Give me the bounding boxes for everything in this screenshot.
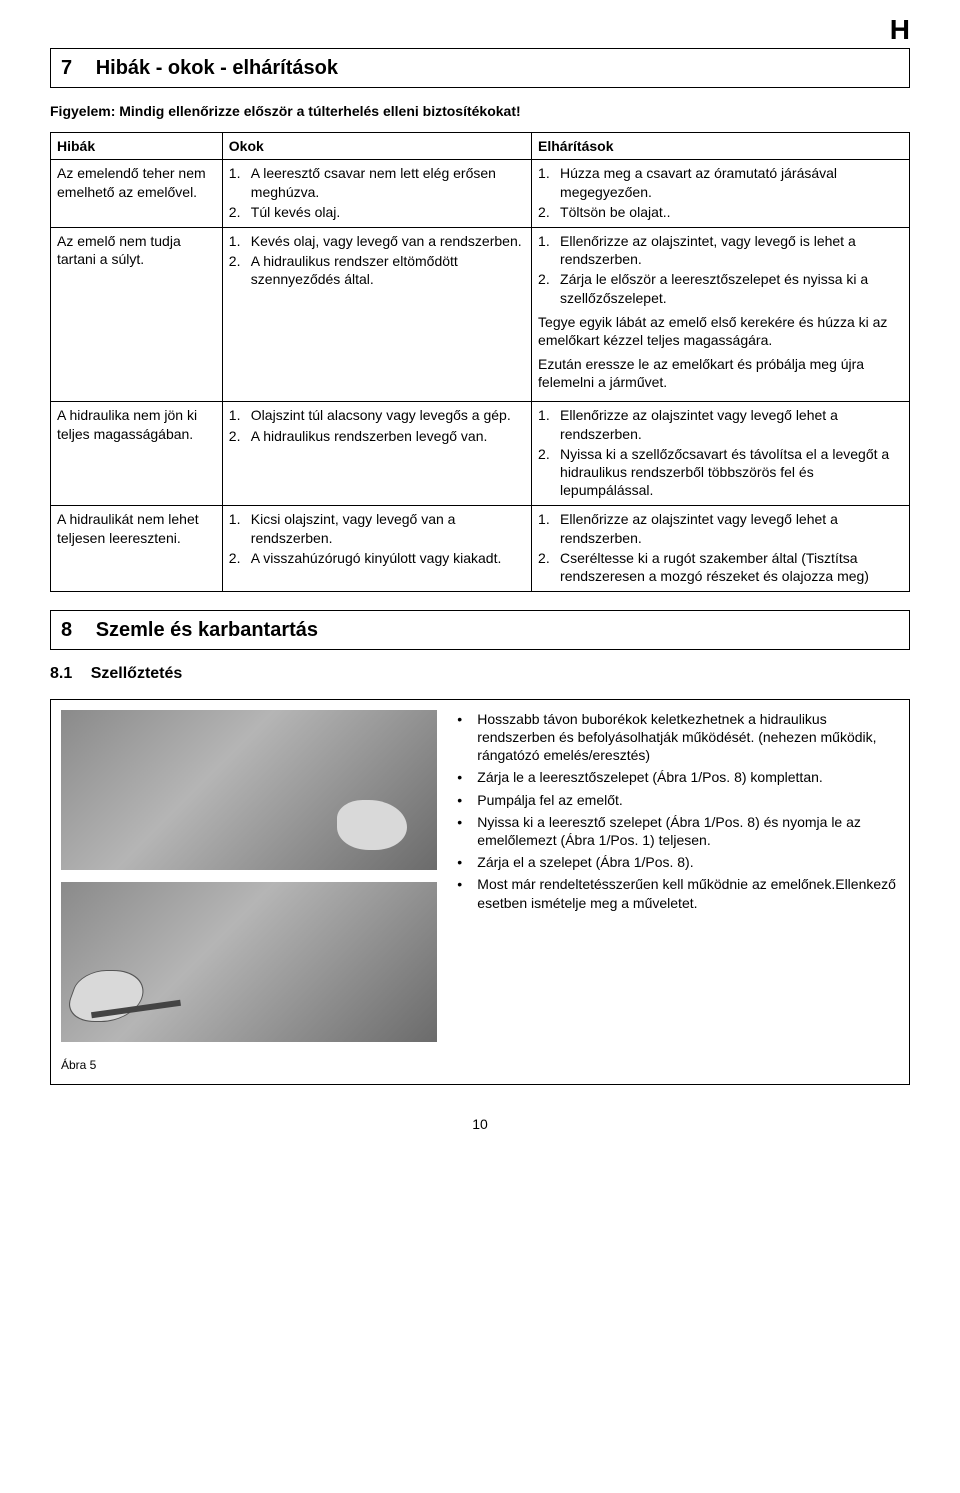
list-item: 2.A visszahúzórugó kinyúlott vagy kiakad… bbox=[229, 549, 525, 567]
page-letter: H bbox=[890, 12, 910, 48]
subsection-8-1: 8.1 Szellőztetés bbox=[50, 664, 910, 685]
bleeding-images: Ábra 5 bbox=[61, 710, 437, 1074]
subsection-8-1-number: 8.1 bbox=[50, 665, 72, 682]
fix-cell: 1.Ellenőrizze az olajszintet vagy levegő… bbox=[532, 506, 910, 592]
th-fix: Elhárítások bbox=[532, 133, 910, 160]
list-item: 2.A hidraulikus rendszer eltömődött szen… bbox=[229, 252, 525, 288]
list-item: 1.Ellenőrizze az olajszintet vagy levegő… bbox=[538, 406, 903, 442]
list-item: •Most már rendeltetésszerűen kell működn… bbox=[457, 875, 899, 911]
list-item: •Zárja le a leeresztőszelepet (Ábra 1/Po… bbox=[457, 768, 899, 786]
cause-cell: 1.Kevés olaj, vagy levegő van a rendszer… bbox=[222, 227, 531, 402]
page-number: 10 bbox=[50, 1115, 910, 1133]
list-item: •Zárja el a szelepet (Ábra 1/Pos. 8). bbox=[457, 853, 899, 871]
list-item: 2.Cseréltesse ki a rugót szakember által… bbox=[538, 549, 903, 585]
table-row: A hidraulikát nem lehet teljesen leeresz… bbox=[51, 506, 910, 592]
list-item: •Nyissa ki a leeresztő szelepet (Ábra 1/… bbox=[457, 813, 899, 849]
cause-cell: 1.Olajszint túl alacsony vagy levegős a … bbox=[222, 402, 531, 506]
extra-paragraph: Ezután eressze le az emelőkart és próbál… bbox=[538, 355, 903, 391]
bullet-icon: • bbox=[457, 768, 469, 786]
cause-cell: 1.A leeresztő csavar nem lett elég erőse… bbox=[222, 160, 531, 228]
th-fault: Hibák bbox=[51, 133, 223, 160]
list-item: 1.Húzza meg a csavart az óramutató járás… bbox=[538, 164, 903, 200]
section-8-number: 8 bbox=[61, 619, 72, 641]
photo-bottom bbox=[61, 882, 437, 1042]
fix-cell: 1.Ellenőrizze az olajszintet vagy levegő… bbox=[532, 402, 910, 506]
list-item: 2.Zárja le először a leeresztőszelepet é… bbox=[538, 270, 903, 306]
list-item: 1.A leeresztő csavar nem lett elég erőse… bbox=[229, 164, 525, 200]
list-item: •Hosszabb távon buborékok keletkezhetnek… bbox=[457, 710, 899, 765]
section-7-header: 7 Hibák - okok - elhárítások bbox=[50, 48, 910, 88]
bleeding-block: Ábra 5 •Hosszabb távon buborékok keletke… bbox=[50, 699, 910, 1085]
bullet-icon: • bbox=[457, 791, 469, 809]
list-item: 1.Kicsi olajszint, vagy levegő van a ren… bbox=[229, 510, 525, 546]
section-8-title: Szemle és karbantartás bbox=[96, 619, 318, 641]
fault-cell: A hidraulikát nem lehet teljesen leeresz… bbox=[51, 506, 223, 592]
bleeding-text: •Hosszabb távon buborékok keletkezhetnek… bbox=[457, 710, 899, 1074]
table-row: Az emelendő teher nem emelhető az emelőv… bbox=[51, 160, 910, 228]
list-item: 1.Olajszint túl alacsony vagy levegős a … bbox=[229, 406, 525, 424]
list-item: •Pumpálja fel az emelőt. bbox=[457, 791, 899, 809]
photo-top bbox=[61, 710, 437, 870]
fault-cell: Az emelő nem tudja tartani a súlyt. bbox=[51, 227, 223, 402]
th-cause: Okok bbox=[222, 133, 531, 160]
list-item: 1.Ellenőrizze az olajszintet, vagy leveg… bbox=[538, 232, 903, 268]
figure-label: Ábra 5 bbox=[61, 1058, 437, 1074]
list-item: 2.Töltsön be olajat.. bbox=[538, 203, 903, 221]
fault-cell: A hidraulika nem jön ki teljes magasságá… bbox=[51, 402, 223, 506]
table-row: A hidraulika nem jön ki teljes magasságá… bbox=[51, 402, 910, 506]
section-8-header: 8 Szemle és karbantartás bbox=[50, 610, 910, 650]
bullet-icon: • bbox=[457, 853, 469, 871]
table-row: Az emelő nem tudja tartani a súlyt. 1.Kev… bbox=[51, 227, 910, 402]
list-item: 1.Ellenőrizze az olajszintet vagy levegő… bbox=[538, 510, 903, 546]
extra-paragraph: Tegye egyik lábát az emelő első kerekére… bbox=[538, 313, 903, 349]
faults-table: Hibák Okok Elhárítások Az emelendő teher… bbox=[50, 132, 910, 592]
list-item: 2.Nyissa ki a szellőzőcsavart és távolít… bbox=[538, 445, 903, 500]
fault-cell: Az emelendő teher nem emelhető az emelőv… bbox=[51, 160, 223, 228]
fix-cell: 1.Húzza meg a csavart az óramutató járás… bbox=[532, 160, 910, 228]
bullet-icon: • bbox=[457, 710, 469, 765]
list-item: 1.Kevés olaj, vagy levegő van a rendszer… bbox=[229, 232, 525, 250]
fix-cell: 1.Ellenőrizze az olajszintet, vagy leveg… bbox=[532, 227, 910, 402]
section-7-number: 7 bbox=[61, 57, 72, 79]
cause-cell: 1.Kicsi olajszint, vagy levegő van a ren… bbox=[222, 506, 531, 592]
list-item: 2.Túl kevés olaj. bbox=[229, 203, 525, 221]
subsection-8-1-title: Szellőztetés bbox=[91, 665, 183, 682]
bullet-icon: • bbox=[457, 813, 469, 849]
attention-note: Figyelem: Mindig ellenőrizze először a t… bbox=[50, 102, 910, 120]
bullet-icon: • bbox=[457, 875, 469, 911]
section-7-title: Hibák - okok - elhárítások bbox=[96, 57, 338, 79]
list-item: 2.A hidraulikus rendszerben levegő van. bbox=[229, 427, 525, 445]
